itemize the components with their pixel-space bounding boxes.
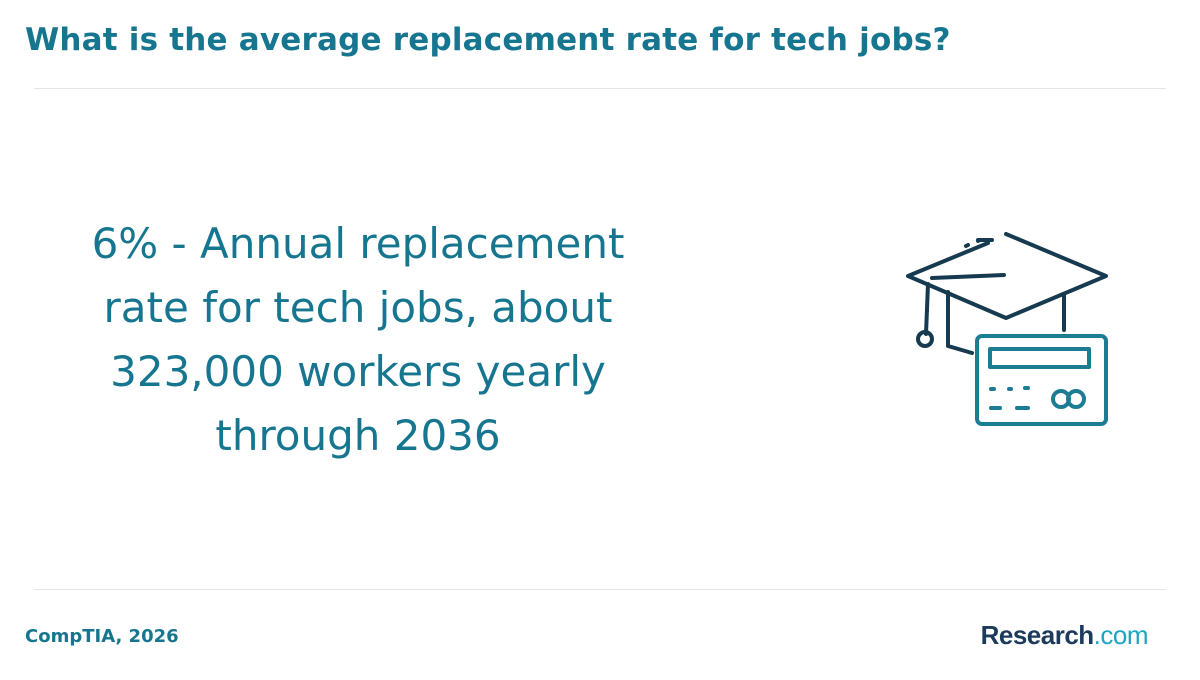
source-label: CompTIA, 2026 — [25, 626, 179, 647]
brand-domain: .com — [1093, 620, 1149, 650]
bottom-divider — [34, 589, 1166, 590]
top-divider — [34, 88, 1166, 89]
stat-text: 6% - Annual replacement rate for tech jo… — [91, 219, 625, 460]
brand-logo: Research.com — [980, 620, 1149, 651]
brand-name: Research — [980, 620, 1095, 650]
page-title: What is the average replacement rate for… — [25, 22, 951, 58]
graduation-cap-and-card-icon — [900, 226, 1116, 436]
